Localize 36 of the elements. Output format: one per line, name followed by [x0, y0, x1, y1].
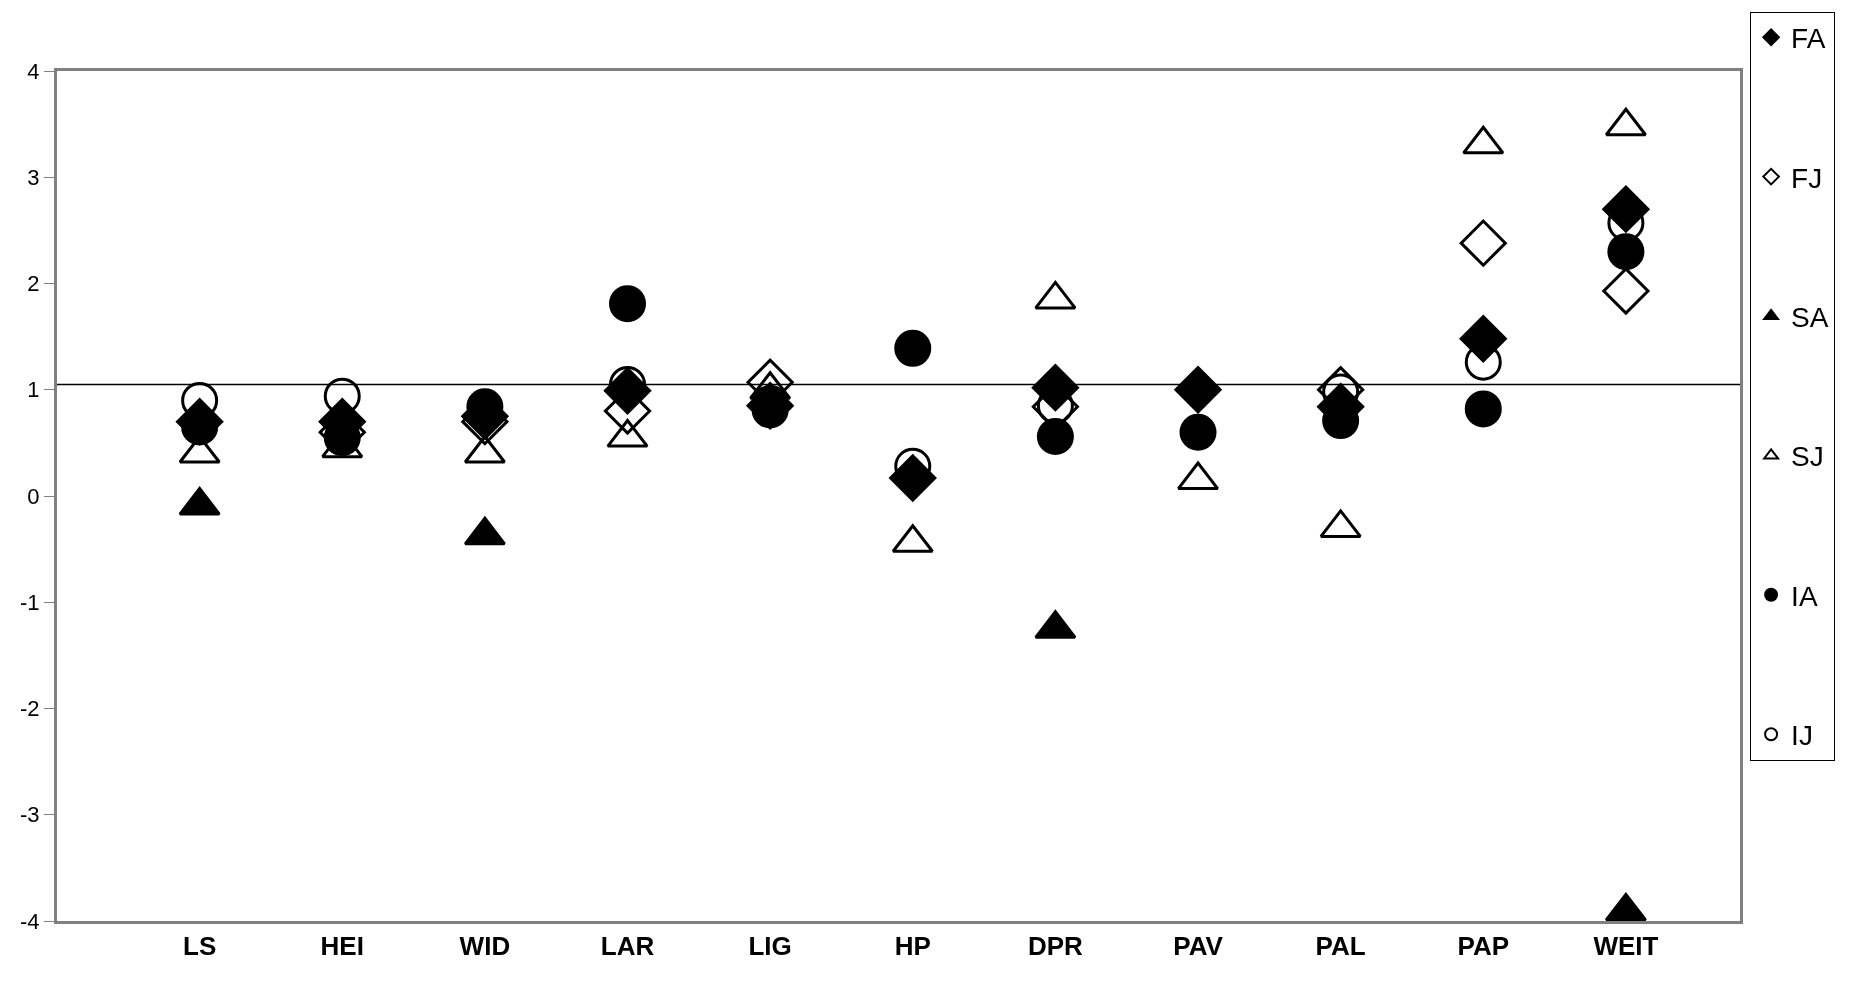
y-tick-label: -2	[20, 696, 40, 722]
point	[1174, 366, 1222, 414]
x-tick-label: PAL	[1315, 931, 1366, 962]
x-tick-label: LAR	[600, 931, 655, 962]
point	[609, 285, 647, 323]
x-tick-label: DPR	[1027, 931, 1084, 962]
legend-label: SJ	[1791, 441, 1824, 473]
legend-label: IA	[1791, 580, 1818, 612]
y-tick-label: 2	[27, 271, 40, 297]
y-tick-label: -1	[20, 589, 40, 615]
legend-label: FA	[1791, 23, 1826, 55]
x-tick-label: LIG	[748, 931, 792, 962]
x-tick-label: LS	[183, 931, 217, 962]
y-tick-label: 4	[27, 58, 40, 84]
y-tick-label: -3	[20, 802, 40, 828]
legend-label: SA	[1791, 301, 1829, 333]
x-tick-label: PAV	[1173, 931, 1224, 962]
y-tick-label: 1	[27, 377, 40, 403]
y-tick-label: -4	[20, 908, 40, 934]
x-tick-label: WID	[459, 931, 511, 962]
x-tick-label: WEIT	[1593, 931, 1659, 962]
x-tick-label: PAP	[1457, 931, 1510, 962]
point	[1464, 390, 1502, 428]
x-tick-label: HEI	[320, 931, 364, 962]
y-tick-label: 0	[27, 483, 40, 509]
point	[1179, 413, 1217, 451]
y-tick-label: 3	[27, 164, 40, 190]
legend-label: FJ	[1791, 162, 1823, 194]
point	[1459, 219, 1507, 267]
point	[894, 329, 932, 367]
point	[1036, 418, 1074, 455]
point	[1602, 267, 1650, 315]
point	[1459, 315, 1507, 363]
point	[1607, 233, 1645, 271]
x-tick-label: HP	[894, 931, 931, 962]
legend-label: IJ	[1791, 720, 1813, 752]
